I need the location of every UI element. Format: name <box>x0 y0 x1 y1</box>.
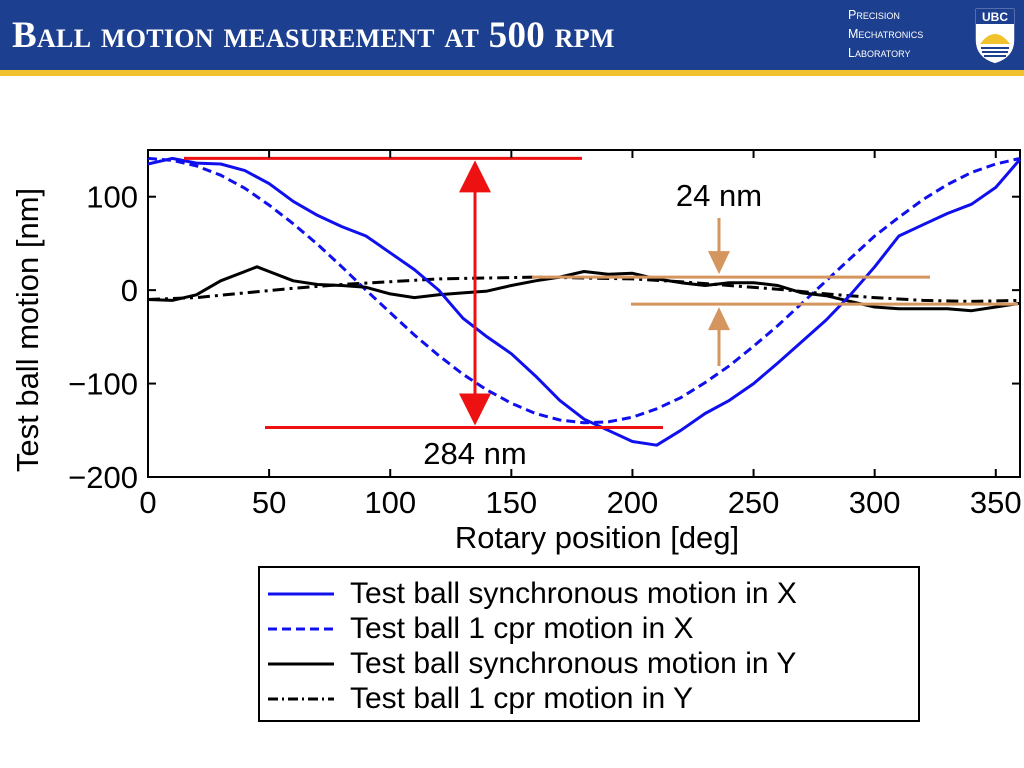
legend-line-dashdot-black <box>268 697 334 701</box>
amplitude-label: 284 nm <box>423 436 526 471</box>
x-axis-label: Rotary position [deg] <box>455 520 739 555</box>
amplitude-arrowhead-up <box>459 160 491 193</box>
series-line-1 <box>147 156 1021 425</box>
chart-legend: Test ball synchronous motion in X Test b… <box>258 566 920 722</box>
legend-line-solid-black <box>268 662 334 666</box>
lab-name: Precision Mechatronics Laboratory <box>848 6 923 63</box>
x-tick-label: 300 <box>849 485 901 520</box>
series-line-2 <box>147 265 1021 313</box>
ubc-logo: UBC <box>974 7 1016 65</box>
x-tick-label: 350 <box>970 485 1022 520</box>
x-tick-label: 150 <box>485 485 537 520</box>
x-tick-label: 200 <box>607 485 659 520</box>
y-tick-label: 0 <box>121 273 138 308</box>
x-tick-label: 250 <box>728 485 780 520</box>
y-tick-label: −200 <box>68 460 138 495</box>
x-tick-label: 0 <box>139 485 156 520</box>
amplitude-arrowhead-down <box>459 393 491 426</box>
y-range-label: 24 nm <box>676 178 762 213</box>
legend-label: Test ball 1 cpr motion in Y <box>350 682 693 715</box>
series-line-0 <box>147 156 1022 447</box>
legend-label: Test ball synchronous motion in X <box>350 577 797 610</box>
lab-line-mechatronics: Mechatronics <box>848 27 924 41</box>
plot-area-frame <box>147 149 1021 478</box>
y-range-arrowhead-up <box>708 307 730 331</box>
legend-label: Test ball 1 cpr motion in X <box>350 612 694 645</box>
legend-line-solid-blue <box>268 592 334 596</box>
y-tick-label: 100 <box>86 180 138 215</box>
y-tick-label: −100 <box>68 367 138 402</box>
lab-line-precision: Precision <box>848 8 900 22</box>
legend-item-y-sync: Test ball synchronous motion in Y <box>268 647 796 681</box>
legend-line-dashed-blue <box>268 627 334 631</box>
tick-layer: 0 50 100 150 200 250 300 350 100 0 −100 −200 <box>68 150 1022 520</box>
series-line-3 <box>147 275 1021 303</box>
legend-label: Test ball synchronous motion in Y <box>350 647 797 680</box>
legend-item-x-sync: Test ball synchronous motion in X <box>268 577 797 611</box>
x-tick-label: 50 <box>252 485 286 520</box>
y-range-arrowhead-down <box>708 251 730 275</box>
header-bar: Ball motion measurement at 500 rpm Preci… <box>0 0 1024 76</box>
annotation-layer: 284 nm 24 nm <box>184 156 1018 471</box>
lab-line-laboratory: Laboratory <box>848 46 911 60</box>
legend-item-x-1cpr: Test ball 1 cpr motion in X <box>268 612 694 646</box>
series-layer <box>147 156 1022 447</box>
y-axis-label: Test ball motion [nm] <box>10 188 45 472</box>
legend-item-y-1cpr: Test ball 1 cpr motion in Y <box>268 682 693 716</box>
slide-title: Ball motion measurement at 500 rpm <box>12 15 615 56</box>
x-tick-label: 100 <box>364 485 416 520</box>
ubc-logo-text: UBC <box>982 10 1008 24</box>
